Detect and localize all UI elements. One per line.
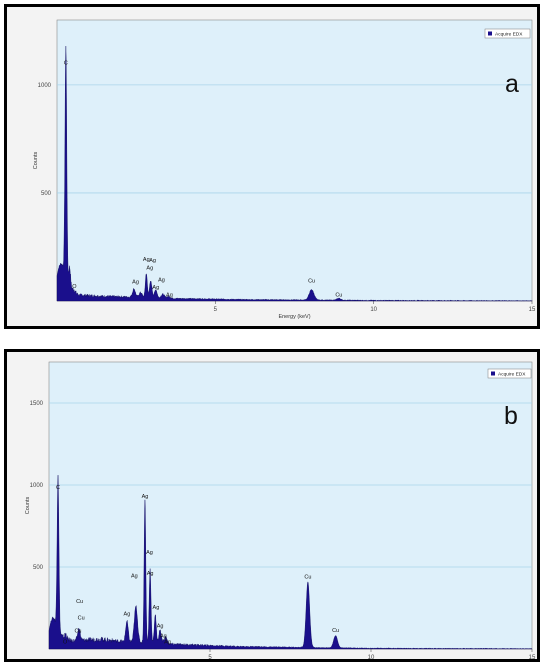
peak-label: Ag	[146, 266, 153, 272]
x-tick-label: 15	[529, 307, 536, 313]
peak-label: C	[56, 485, 60, 491]
legend-label: Acquire EDX	[495, 32, 523, 38]
peak-label: Ag	[157, 624, 164, 630]
y-axis-label: Counts	[33, 152, 39, 170]
legend-box	[484, 28, 531, 39]
x-axis-label: Energy (keV)	[278, 314, 310, 320]
peak-label: Ag	[166, 293, 173, 299]
y-tick-label: 1000	[30, 483, 44, 489]
peak-label: Ag	[152, 285, 159, 291]
legend-swatch	[488, 31, 492, 36]
y-tick-label: 500	[41, 191, 52, 197]
legend-swatch	[491, 371, 495, 376]
peak-label: Ag	[146, 550, 153, 556]
edx-chart-panel-a: 500 1000 5 10 15 Energy (keV) Counts C O Ag Ag Ag Ag…	[4, 4, 540, 329]
panel-label: a	[505, 70, 519, 98]
peak-label: Ag	[160, 634, 167, 640]
peak-label: Ag	[164, 639, 171, 645]
peak-label: Ag	[149, 258, 156, 264]
y-tick-label: 1000	[38, 83, 52, 89]
peak-label: Cu	[332, 628, 339, 634]
x-tick-label: 15	[529, 655, 536, 661]
y-tick-label: 500	[33, 565, 44, 571]
peak-label: Ag	[158, 278, 165, 284]
peak-label: Cu	[76, 599, 83, 605]
peak-label: Cu	[308, 279, 315, 285]
plot-area	[56, 19, 533, 302]
peak-label: Ag	[153, 605, 160, 611]
x-tick-label: 10	[368, 655, 375, 661]
x-tick-label: 5	[208, 655, 212, 661]
x-tick-label: 10	[370, 307, 377, 313]
peak-label: Ag	[142, 494, 149, 500]
peak-label: Ag	[147, 571, 154, 577]
y-axis-label: Counts	[25, 497, 31, 515]
peak-label: Ag	[131, 574, 138, 580]
panel-label: b	[504, 402, 518, 430]
spectrum-series	[56, 46, 533, 302]
peak-label: Ag	[132, 280, 139, 286]
peak-label: Cu	[304, 574, 311, 580]
edx-chart-panel-b: 5001000150051015Energy (keV)CountsCOCuCu…	[4, 349, 540, 662]
legend-label: Acquire EDX	[498, 372, 526, 378]
peak-label: Ag	[124, 611, 131, 617]
peak-label: Cu	[74, 629, 81, 635]
x-tick-label: 5	[214, 307, 218, 313]
y-tick-label: 1500	[30, 401, 44, 407]
edx-chart-b: 5001000150051015Energy (keV)CountsCOCuCu…	[25, 361, 536, 661]
legend-box	[487, 368, 532, 379]
peak-label: Ag	[143, 257, 150, 263]
plot-area	[48, 361, 533, 650]
peak-label: C	[64, 60, 68, 66]
peak-label: O	[63, 639, 68, 645]
peak-label: O	[72, 284, 77, 290]
peak-label: Cu	[335, 293, 342, 299]
spectrum-series	[48, 475, 533, 650]
peak-label: Cu	[78, 615, 85, 621]
